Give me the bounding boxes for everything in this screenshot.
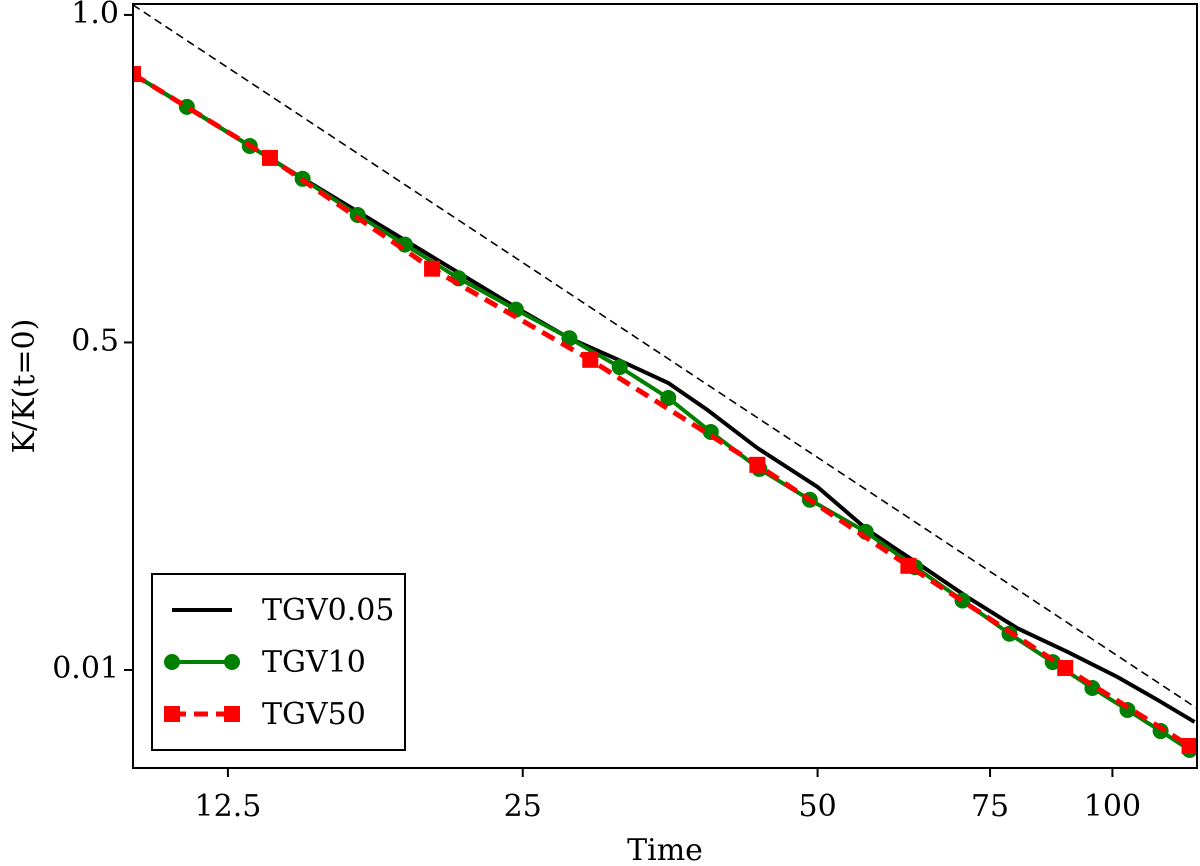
y-tick-label: 1.0 [71, 0, 119, 31]
x-tick-label: 50 [798, 789, 836, 824]
marker [224, 654, 240, 670]
marker [561, 330, 578, 347]
legend-label: TGV10 [262, 645, 366, 680]
marker [582, 351, 599, 368]
x-tick-label: 100 [1084, 789, 1141, 824]
marker [1181, 737, 1197, 754]
plot-area [133, 4, 1197, 758]
marker [164, 654, 180, 670]
y-tick-label: 0.01 [52, 651, 119, 686]
marker [660, 389, 677, 406]
y-tick-label: 0.5 [71, 323, 119, 358]
x-tick-label: 12.5 [195, 789, 262, 824]
marker [1057, 659, 1074, 676]
reference-line [133, 4, 1197, 709]
legend: TGV0.05 TGV10 TGV50 [151, 573, 406, 751]
legend-label: TGV0.05 [262, 593, 394, 628]
marker [262, 149, 279, 166]
marker [164, 706, 180, 722]
x-tick-label: 75 [971, 789, 1009, 824]
x-tick-label: 25 [504, 789, 542, 824]
marker [133, 66, 141, 83]
marker [424, 260, 441, 277]
y-axis-label: K/K(t=0) [7, 319, 42, 454]
x-axis-label: Time [627, 833, 703, 866]
marker [224, 706, 240, 722]
axes-frame [132, 3, 1198, 769]
marker [611, 359, 628, 376]
legend-label: TGV50 [262, 697, 366, 732]
marker [900, 557, 917, 574]
marker [749, 456, 766, 473]
series-line [133, 71, 1191, 749]
